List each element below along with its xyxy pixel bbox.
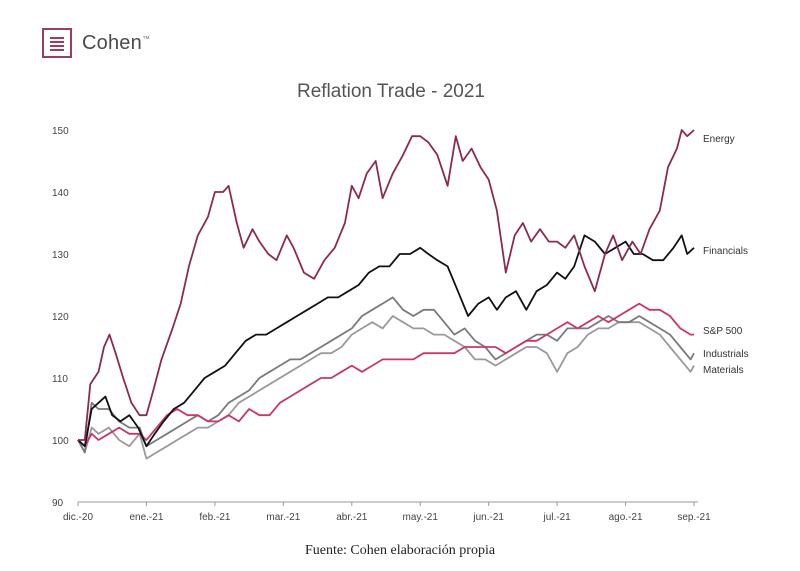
series-group [77,129,695,460]
series-label-s-p-500: S&P 500 [703,326,743,337]
x-tick-label: abr.-21 [336,512,368,523]
x-tick-label: dic.-20 [63,512,93,523]
line-chart: Reflation Trade - 2021 90 100 110 120 130 140… [52,81,749,523]
series-labels: Energy Financials S&P 500 Industrials Materi… [703,134,749,376]
series-label-financials: Financials [703,246,748,257]
x-axis: dic.-20 ene.-21 feb.-21 mar.-21 abr.-21 may.-… [63,502,711,523]
x-tick-label: may.-21 [403,512,439,523]
y-tick-label: 110 [52,374,68,385]
y-tick-label: 90 [52,498,64,509]
y-tick-label: 130 [52,250,69,261]
series-line-energy [78,129,695,441]
x-tick-label: jul.-21 [542,512,571,523]
brand-logo: Cohen™ [42,28,150,58]
series-line-industrials [77,296,695,454]
x-tick-label: ene.-21 [129,512,163,523]
series-label-energy: Energy [703,134,735,145]
series-line-materials [77,315,695,460]
chart-title: Reflation Trade - 2021 [297,81,485,102]
x-tick-label: ago.-21 [609,512,643,523]
brand-name: Cohen™ [82,31,151,54]
y-tick-label: 140 [52,188,69,199]
logo-icon [42,28,72,58]
series-label-materials: Materials [703,365,744,376]
series-line-financials [77,234,695,448]
x-tick-label: jun.-21 [472,512,504,523]
source-note: Fuente: Cohen elaboración propia [304,543,496,558]
series-label-industrials: Industrials [703,349,749,360]
y-tick-label: 100 [52,436,69,447]
x-tick-label: mar.-21 [266,512,300,523]
y-tick-label: 150 [52,126,69,137]
y-tick-label: 120 [52,312,69,323]
y-axis: 90 100 110 120 130 140 150 [52,126,69,509]
x-tick-label: sep.-21 [677,512,711,523]
x-tick-label: feb.-21 [199,512,231,523]
